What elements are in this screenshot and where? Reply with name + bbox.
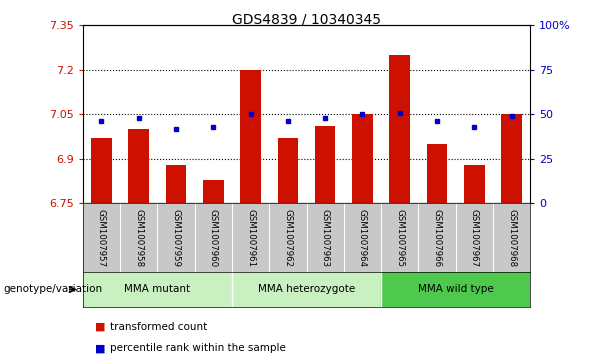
Text: MMA mutant: MMA mutant — [124, 285, 191, 294]
Text: GSM1007966: GSM1007966 — [433, 209, 441, 267]
Bar — [91, 138, 112, 203]
Bar — [203, 180, 224, 203]
Text: ■: ■ — [95, 343, 105, 354]
Text: GSM1007964: GSM1007964 — [358, 209, 367, 267]
Bar — [501, 114, 522, 203]
Bar — [352, 114, 373, 203]
Text: GSM1007962: GSM1007962 — [283, 209, 292, 267]
Text: GSM1007968: GSM1007968 — [507, 209, 516, 267]
Bar — [389, 55, 410, 203]
Bar — [166, 165, 186, 203]
Bar — [427, 144, 447, 203]
Text: MMA heterozygote: MMA heterozygote — [258, 285, 355, 294]
Bar — [278, 138, 298, 203]
Text: percentile rank within the sample: percentile rank within the sample — [110, 343, 286, 354]
Text: GDS4839 / 10340345: GDS4839 / 10340345 — [232, 13, 381, 27]
Text: GSM1007960: GSM1007960 — [209, 209, 218, 267]
Text: GSM1007963: GSM1007963 — [321, 209, 330, 267]
Bar — [240, 70, 261, 203]
Bar — [232, 272, 381, 307]
Text: MMA wild type: MMA wild type — [418, 285, 493, 294]
Bar — [83, 272, 232, 307]
Text: GSM1007961: GSM1007961 — [246, 209, 255, 267]
Text: ■: ■ — [95, 322, 105, 332]
Text: GSM1007965: GSM1007965 — [395, 209, 404, 267]
Text: transformed count: transformed count — [110, 322, 208, 332]
Bar — [129, 129, 149, 203]
Text: GSM1007959: GSM1007959 — [172, 209, 180, 267]
Bar — [381, 272, 530, 307]
Text: GSM1007967: GSM1007967 — [470, 209, 479, 267]
Text: GSM1007957: GSM1007957 — [97, 209, 106, 267]
Text: genotype/variation: genotype/variation — [3, 285, 102, 294]
Text: GSM1007958: GSM1007958 — [134, 209, 143, 267]
Bar — [315, 126, 335, 203]
Bar — [464, 165, 484, 203]
